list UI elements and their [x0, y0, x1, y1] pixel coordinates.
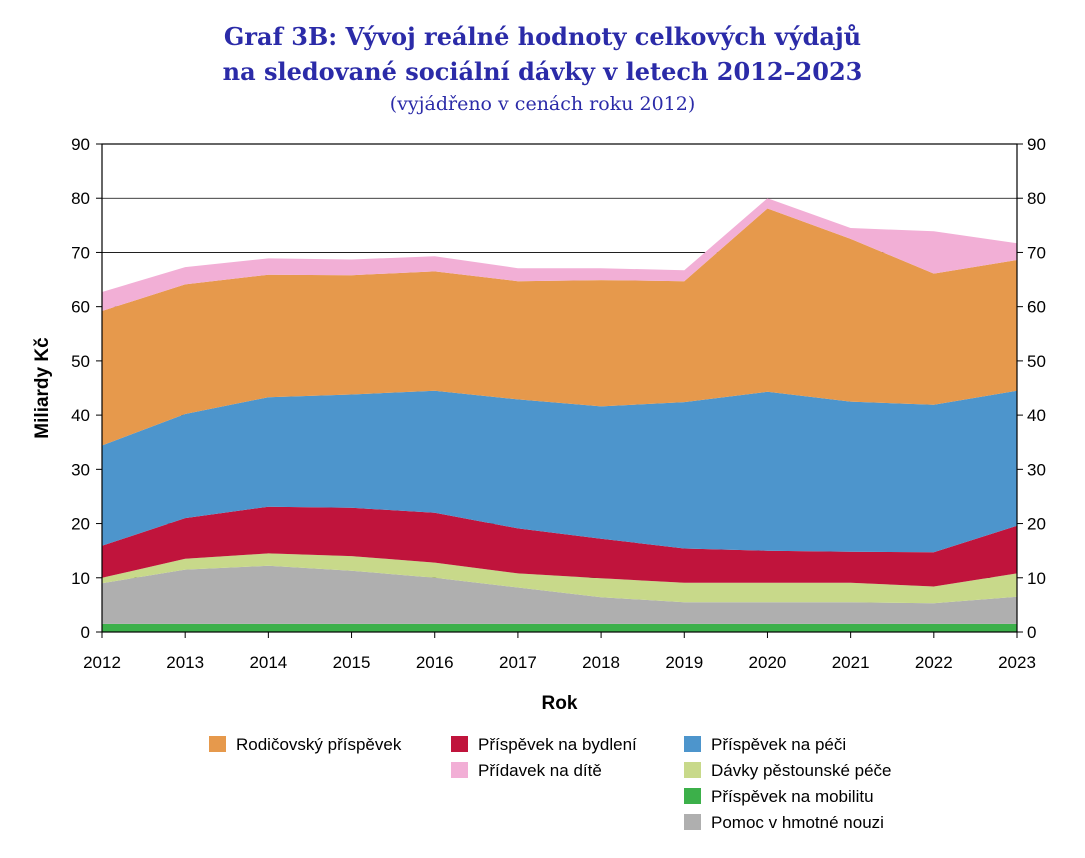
y-tick-label-right: 0 [1027, 623, 1036, 642]
y-tick-label-left: 40 [71, 406, 90, 425]
x-tick-label: 2013 [166, 653, 204, 672]
y-tick-label-right: 90 [1027, 135, 1046, 154]
x-tick-label: 2023 [998, 653, 1036, 672]
y-tick-label-left: 70 [71, 243, 90, 262]
legend-swatch [684, 814, 701, 830]
legend-label: Příspěvek na péči [711, 735, 846, 754]
legend-swatch [209, 736, 226, 752]
legend-swatch [451, 736, 468, 752]
x-tick-label: 2015 [333, 653, 371, 672]
legend-label: Příspěvek na bydlení [478, 735, 637, 754]
area-pomoc-v-hmotne-nouzi [102, 565, 1017, 624]
y-tick-label-right: 10 [1027, 569, 1046, 588]
legend-swatch [684, 762, 701, 778]
legend-swatch [684, 736, 701, 752]
plot-frame [101, 143, 1018, 633]
y-tick-label-right: 20 [1027, 515, 1046, 534]
y-tick-label-right: 50 [1027, 352, 1046, 371]
y-tick-label-left: 60 [71, 298, 90, 317]
x-tick-label: 2016 [416, 653, 454, 672]
area-prispevek-na-bydleni [102, 506, 1017, 587]
x-tick-label: 2021 [832, 653, 870, 672]
area-prispevek-na-mobilitu [102, 623, 1017, 632]
y-tick-label-right: 40 [1027, 406, 1046, 425]
y-tick-label-right: 30 [1027, 460, 1046, 479]
x-tick-label: 2017 [499, 653, 537, 672]
area-davky-pestounske-pece [102, 553, 1017, 604]
y-tick-label-left: 20 [71, 515, 90, 534]
legend-swatch [451, 762, 468, 778]
x-axis-title: Rok [542, 693, 578, 714]
y-tick-label-left: 90 [71, 135, 90, 154]
area-rodicovsky-prispevek [102, 208, 1017, 446]
x-tick-label: 2012 [83, 653, 121, 672]
legend-label: Přídavek na dítě [478, 761, 602, 780]
y-tick-label-right: 70 [1027, 243, 1046, 262]
x-tick-label: 2018 [582, 653, 620, 672]
x-tick-label: 2014 [249, 653, 287, 672]
legend-label: Pomoc v hmotné nouzi [711, 813, 884, 832]
y-tick-label-right: 80 [1027, 189, 1046, 208]
x-tick-label: 2022 [915, 653, 953, 672]
legend-label: Příspěvek na mobilitu [711, 787, 874, 806]
y-axis-title: Miliardy Kč [32, 337, 53, 439]
area-prispevek-na-peci [102, 390, 1017, 553]
x-tick-label: 2019 [665, 653, 703, 672]
chart-subtitle: (vyjádřeno v cenách roku 2012) [389, 93, 696, 115]
legend-label: Rodičovský příspěvek [236, 735, 402, 754]
y-tick-label-left: 50 [71, 352, 90, 371]
y-tick-label-left: 10 [71, 569, 90, 588]
chart-title-line-1: Graf 3B: Vývoj reálné hodnoty celkových … [223, 22, 862, 51]
y-tick-label-left: 0 [81, 623, 90, 642]
legend-label: Dávky pěstounské péče [711, 761, 892, 780]
y-tick-label-left: 80 [71, 189, 90, 208]
y-tick-label-right: 60 [1027, 298, 1046, 317]
legend-swatch [684, 788, 701, 804]
y-tick-label-left: 30 [71, 460, 90, 479]
chart-title-line-2: na sledované sociální dávky v letech 201… [222, 57, 863, 86]
x-tick-label: 2020 [749, 653, 787, 672]
